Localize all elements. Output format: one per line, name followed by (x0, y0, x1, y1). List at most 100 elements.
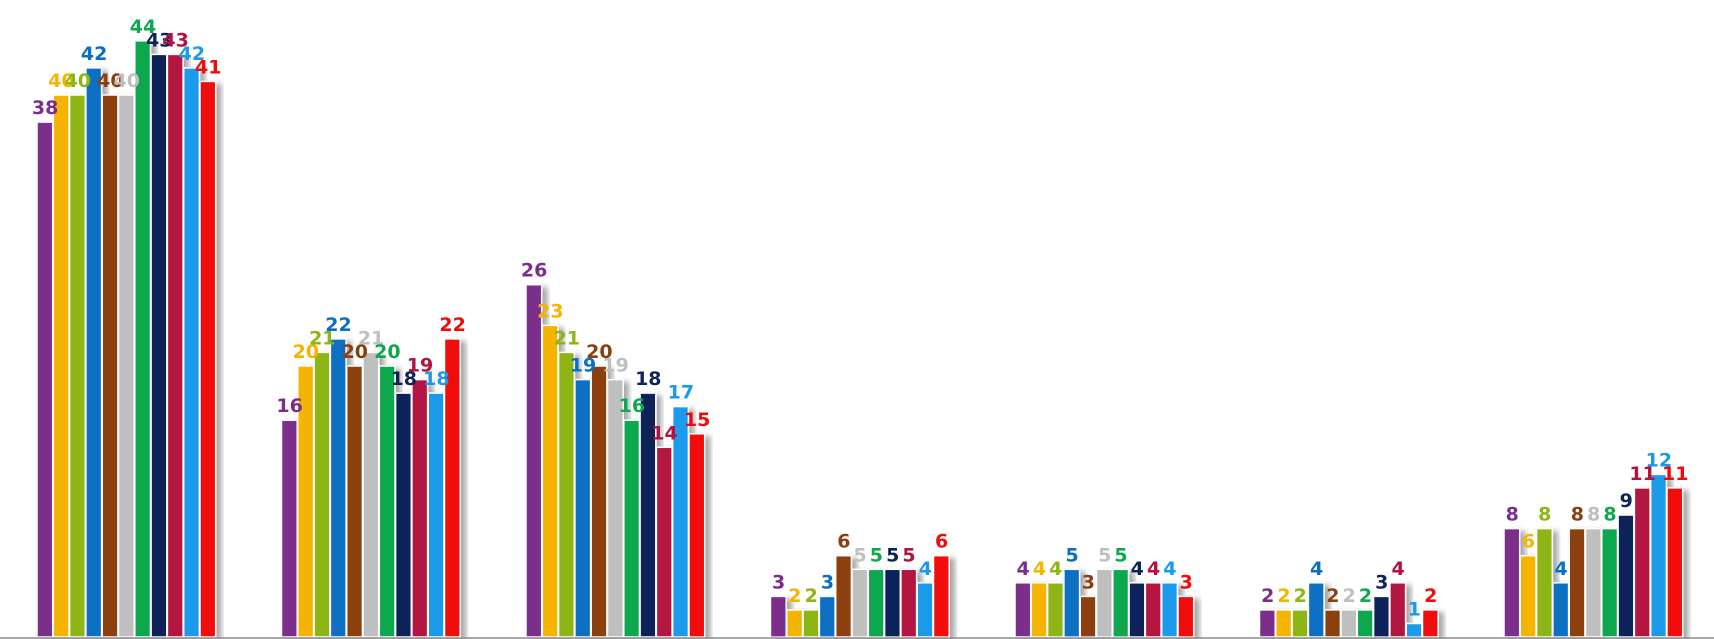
data-label: 4 (1131, 558, 1144, 580)
data-label: 8 (1571, 504, 1584, 526)
bar (932, 554, 950, 638)
data-label: 2 (788, 585, 801, 607)
bar (101, 94, 119, 638)
bar (574, 378, 592, 638)
data-label: 11 (1662, 463, 1688, 485)
bar (1568, 527, 1586, 638)
data-label: 6 (837, 531, 850, 553)
bar (1030, 582, 1048, 638)
bar (378, 365, 396, 638)
bar (345, 365, 364, 638)
bar (1128, 582, 1146, 638)
bar (867, 568, 885, 638)
data-label: 44 (130, 16, 156, 38)
bar (166, 53, 184, 638)
data-label: 41 (195, 56, 221, 78)
bar (394, 392, 413, 638)
bar (1063, 568, 1081, 638)
bar (1095, 568, 1113, 638)
data-label: 15 (684, 409, 710, 431)
bar (1079, 595, 1097, 638)
data-label: 3 (772, 571, 785, 593)
bar (134, 40, 152, 638)
bar (834, 554, 853, 638)
bar (818, 595, 836, 638)
data-label: 43 (162, 29, 188, 51)
data-label: 20 (586, 341, 612, 363)
data-label: 18 (635, 368, 661, 390)
bar (1601, 527, 1619, 638)
data-label: 5 (870, 544, 883, 566)
bar (36, 121, 54, 638)
bar (362, 351, 380, 638)
data-label: 21 (358, 327, 384, 349)
data-label: 9 (1620, 490, 1633, 512)
data-label: 40 (48, 70, 74, 92)
data-label: 14 (651, 422, 677, 444)
data-label: 4 (1391, 558, 1404, 580)
data-label: 4 (1163, 558, 1176, 580)
bar-series-group (36, 40, 1684, 638)
data-label: 8 (1506, 504, 1519, 526)
data-label: 1 (1408, 599, 1421, 621)
bar (557, 351, 576, 638)
bar (525, 283, 543, 638)
bar (1421, 609, 1439, 638)
bar (1372, 595, 1391, 638)
bar (1323, 609, 1342, 638)
data-label: 4 (1554, 558, 1567, 580)
bar (1405, 622, 1423, 638)
bar (1535, 527, 1554, 638)
bar (1617, 514, 1635, 638)
data-label: 21 (554, 327, 580, 349)
bar (623, 419, 641, 638)
bar (427, 392, 445, 638)
data-label: 19 (407, 355, 433, 377)
data-label: 5 (902, 544, 915, 566)
data-label: 40 (113, 70, 139, 92)
data-label: 16 (276, 395, 302, 417)
bar (1046, 582, 1065, 638)
bar (1666, 487, 1684, 638)
data-label: 4 (1033, 558, 1046, 580)
bar (1177, 595, 1195, 638)
data-label: 2 (1294, 585, 1307, 607)
bar (541, 324, 559, 638)
data-label: 42 (81, 43, 107, 65)
bar (1307, 582, 1325, 638)
data-label: 26 (521, 260, 547, 282)
bar (443, 338, 461, 638)
data-label: 20 (374, 341, 400, 363)
data-label: 11 (1629, 463, 1655, 485)
data-label: 2 (1359, 585, 1372, 607)
data-label: 5 (1114, 544, 1127, 566)
bar (1258, 609, 1276, 638)
bar (688, 433, 706, 638)
bar (280, 419, 298, 638)
bar (68, 94, 87, 638)
data-label: 19 (602, 355, 628, 377)
data-label: 4 (1310, 558, 1323, 580)
bar (769, 595, 787, 638)
data-label: 2 (1261, 585, 1274, 607)
data-label: 12 (1646, 449, 1672, 471)
bar (411, 378, 429, 638)
bar (85, 67, 103, 638)
bar (916, 582, 934, 638)
data-label: 5 (1098, 544, 1111, 566)
bar (883, 568, 902, 638)
data-label: 16 (619, 395, 645, 417)
bar (655, 446, 673, 638)
data-label: 4 (919, 558, 932, 580)
bar (1356, 609, 1374, 638)
bar (1633, 487, 1651, 638)
data-label: 2 (1326, 585, 1339, 607)
data-label: 18 (423, 368, 449, 390)
data-label: 20 (293, 341, 319, 363)
bar (786, 609, 804, 638)
data-label: 3 (1375, 571, 1388, 593)
data-label: 2 (1277, 585, 1290, 607)
data-label: 5 (1065, 544, 1078, 566)
bar (1275, 609, 1293, 638)
